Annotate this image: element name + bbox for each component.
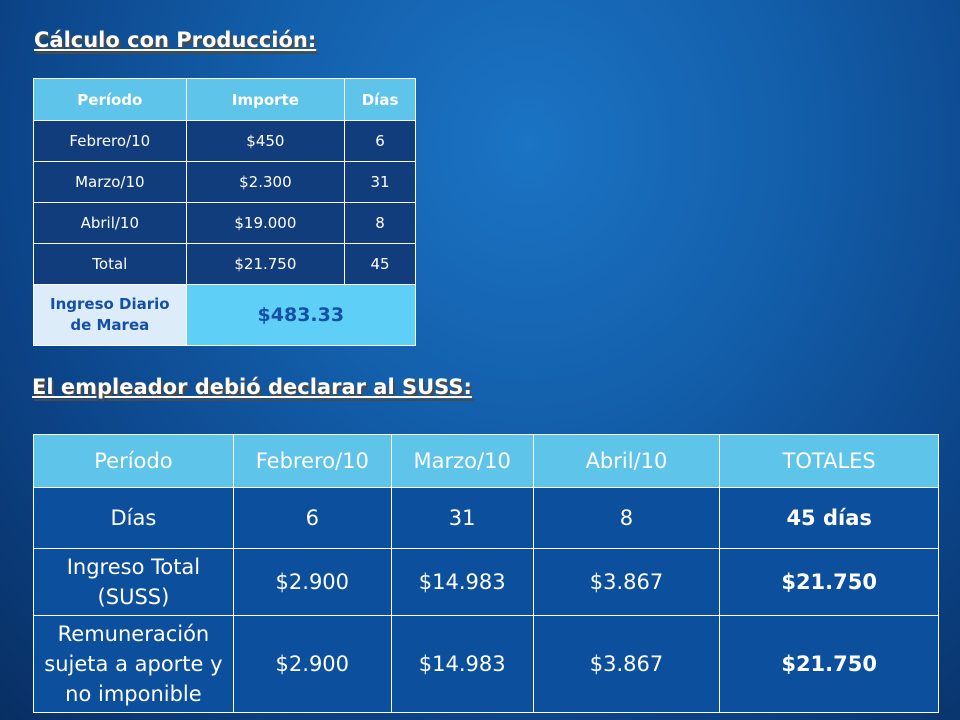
table-cell: $3.867	[532, 615, 721, 713]
suss-table: Período Febrero/10 Marzo/10 Abril/10 TOT…	[33, 434, 939, 713]
table-row: Marzo/10 $2.300 31	[33, 161, 416, 203]
table-cell: $19.000	[185, 202, 346, 244]
table-cell: 8	[532, 487, 721, 549]
section-title-empleador: El empleador debió declarar al SUSS:	[32, 375, 472, 399]
table-row: Febrero/10 $450 6	[33, 120, 416, 162]
table-cell: Ingreso Total (SUSS)	[33, 548, 234, 616]
produccion-table: Período Importe Días Febrero/10 $450 6 M…	[33, 78, 417, 346]
table-cell: Remuneración sujeta a aporte y no imponi…	[33, 615, 234, 713]
table-cell: $2.300	[185, 161, 346, 203]
header-cell: Febrero/10	[232, 434, 392, 488]
table-cell: Abril/10	[33, 202, 187, 244]
table-row: Remuneración sujeta a aporte y no imponi…	[33, 615, 939, 713]
table-header-row: Período Febrero/10 Marzo/10 Abril/10 TOT…	[33, 434, 939, 488]
section-title-calculo: Cálculo con Producción:	[34, 28, 317, 52]
table-cell: 45	[344, 243, 416, 285]
table-cell: $2.900	[232, 548, 392, 616]
table-cell: $450	[185, 120, 346, 162]
header-cell: Días	[344, 78, 416, 121]
total-cell: $21.750	[719, 548, 939, 616]
header-cell: TOTALES	[719, 434, 939, 488]
ingreso-diario-label: Ingreso Diario de Marea	[33, 284, 187, 346]
table-row: Abril/10 $19.000 8	[33, 202, 416, 244]
table-header-row: Período Importe Días	[33, 78, 416, 121]
header-cell: Importe	[185, 78, 346, 121]
total-cell: 45 días	[719, 487, 939, 549]
table-row-total: Total $21.750 45	[33, 243, 416, 285]
table-cell: $14.983	[390, 615, 534, 713]
ingreso-diario-value: $483.33	[185, 284, 417, 346]
header-cell: Marzo/10	[390, 434, 534, 488]
table-cell: $2.900	[232, 615, 392, 713]
table-cell: 31	[390, 487, 534, 549]
header-cell: Abril/10	[532, 434, 721, 488]
header-cell: Período	[33, 78, 187, 121]
table-cell: 31	[344, 161, 416, 203]
table-cell: 6	[344, 120, 416, 162]
ingreso-diario-row: Ingreso Diario de Marea $483.33	[33, 284, 417, 346]
table-cell: Febrero/10	[33, 120, 187, 162]
header-cell: Período	[33, 434, 234, 488]
table-cell: Marzo/10	[33, 161, 187, 203]
table-cell: Total	[33, 243, 187, 285]
table-row: Ingreso Total (SUSS) $2.900 $14.983 $3.8…	[33, 548, 939, 616]
table-cell: $14.983	[390, 548, 534, 616]
table-cell: $3.867	[532, 548, 721, 616]
table-cell: 6	[232, 487, 392, 549]
total-cell: $21.750	[719, 615, 939, 713]
table-cell: $21.750	[185, 243, 346, 285]
table-cell: Días	[33, 487, 234, 549]
table-cell: 8	[344, 202, 416, 244]
table-row: Días 6 31 8 45 días	[33, 487, 939, 549]
